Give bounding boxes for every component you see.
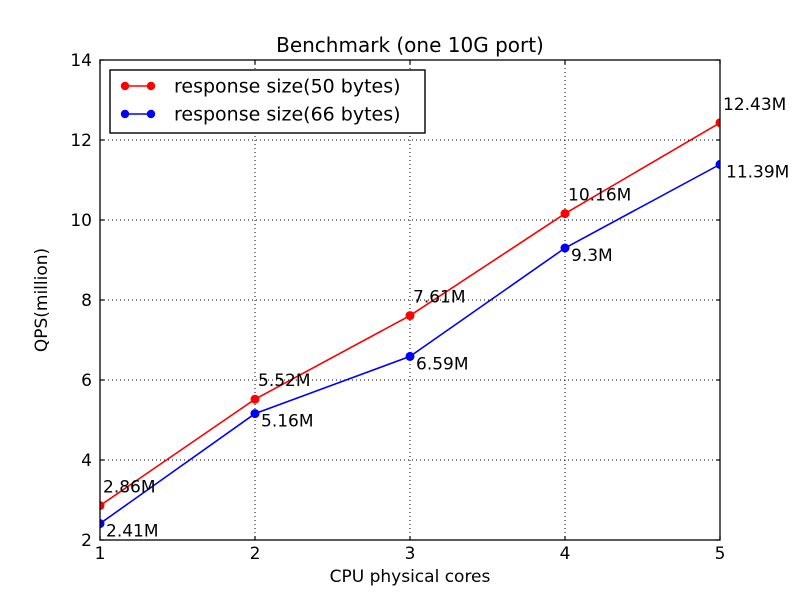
x-tick-label: 4 xyxy=(560,544,571,564)
x-tick-label: 5 xyxy=(715,544,726,564)
y-tick-label: 10 xyxy=(70,211,92,231)
legend-label: response size(50 bytes) xyxy=(174,76,401,98)
data-point-marker xyxy=(250,409,260,419)
legend-marker xyxy=(146,81,156,91)
legend-marker xyxy=(146,109,156,119)
data-point-label: 7.61M xyxy=(413,288,466,308)
data-series xyxy=(100,118,720,529)
data-point-marker xyxy=(715,118,720,128)
legend-marker xyxy=(120,81,130,91)
legend-entry: response size(50 bytes) xyxy=(120,76,401,98)
y-tick-label: 6 xyxy=(81,371,92,391)
legend-entry: response size(66 bytes) xyxy=(120,104,401,126)
x-tick-label: 1 xyxy=(95,544,106,564)
data-point-label: 12.43M xyxy=(723,95,786,115)
data-point-label: 2.86M xyxy=(103,478,156,498)
chart-title: Benchmark (one 10G port) xyxy=(276,33,544,57)
y-tick-label: 8 xyxy=(81,291,92,311)
legend-marker xyxy=(120,109,130,119)
data-point-label: 11.39M xyxy=(726,162,789,182)
data-point-label: 5.16M xyxy=(261,412,314,432)
data-point-marker xyxy=(250,394,260,404)
data-point-label: 6.59M xyxy=(416,354,469,374)
x-axis-label: CPU physical cores xyxy=(330,567,491,587)
tick-marks xyxy=(99,59,721,541)
data-point-marker xyxy=(100,501,105,511)
data-point-marker xyxy=(560,209,570,219)
data-point-label: 5.52M xyxy=(258,371,311,391)
data-point-marker xyxy=(715,159,720,169)
legend: response size(50 bytes) response size(66 … xyxy=(109,69,426,134)
data-point-marker xyxy=(405,311,415,321)
data-point-marker xyxy=(405,351,415,361)
data-point-label: 9.3M xyxy=(571,246,613,266)
data-point-annotations: 2.86M 5.52M 7.61M 10.16M 12.43M 2.41M 5.16M 6.5… xyxy=(103,95,789,542)
legend-box xyxy=(109,69,426,134)
x-tick-label: 2 xyxy=(250,544,261,564)
data-point-label: 10.16M xyxy=(568,186,631,206)
y-axis-label: QPS(million) xyxy=(32,248,52,352)
data-point-marker xyxy=(100,519,105,529)
data-point-label: 2.41M xyxy=(106,522,159,542)
y-tick-label: 12 xyxy=(70,131,92,151)
legend-label: response size(66 bytes) xyxy=(174,104,401,126)
data-point-marker xyxy=(560,243,570,253)
y-tick-label: 2 xyxy=(81,531,92,551)
x-tick-label: 3 xyxy=(405,544,416,564)
y-tick-label: 14 xyxy=(70,51,92,71)
y-tick-label: 4 xyxy=(81,451,92,471)
